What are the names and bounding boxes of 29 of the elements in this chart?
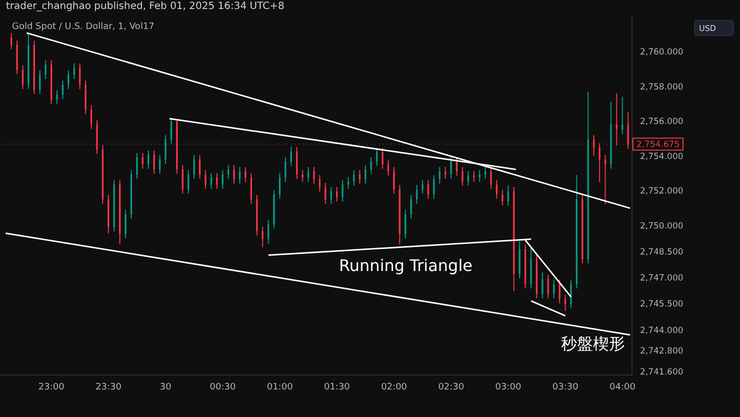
x-tick-label: 01:00 [266,382,294,392]
text: USD [694,20,734,36]
y-tick-label: 2,747.000 [640,274,684,284]
y-tick-label: 2,750.000 [640,221,684,232]
y-tick-label: 2,754.000 [640,152,684,162]
y-tick-label: 2,758.000 [640,82,684,92]
chart-subtitle: trader_changhao published, Feb 01, 2025 16:34 UTC+8 [6,1,284,12]
y-tick-label: 2,742.800 [640,346,684,357]
x-tick-label: 03:30 [552,382,579,392]
annotation: 秒盤楔形 [561,334,625,355]
y-tick-label: 2,752.000 [640,186,684,197]
y-tick-label: 2,741.600 [640,368,684,378]
x-tick-label: 03:00 [495,382,522,392]
x-tick-label: 02:30 [438,382,464,392]
x-tick-label: 30 [160,382,172,392]
x-tick-label: 00:30 [210,382,236,392]
text: Gold Spot / U.S. Dollar, 1, Vol17 [12,22,154,32]
x-tick-label: 04:00 [610,382,636,392]
ref-line-label: 2,754.675 [636,140,680,150]
y-tick-label: 2,756.000 [640,117,684,128]
x-tick-label: 02:00 [381,382,408,392]
y-tick-label: 2,760.000 [640,48,684,58]
x-tick-label: 23:00 [38,382,65,392]
annotation: Running Triangle [339,256,472,275]
y-tick-label: 2,744.000 [640,326,684,336]
x-tick-label: 01:30 [324,382,350,392]
y-tick-label: 2,748.500 [640,248,684,258]
y-tick-label: 2,745.500 [640,300,684,310]
x-tick-label: 23:30 [96,382,122,392]
